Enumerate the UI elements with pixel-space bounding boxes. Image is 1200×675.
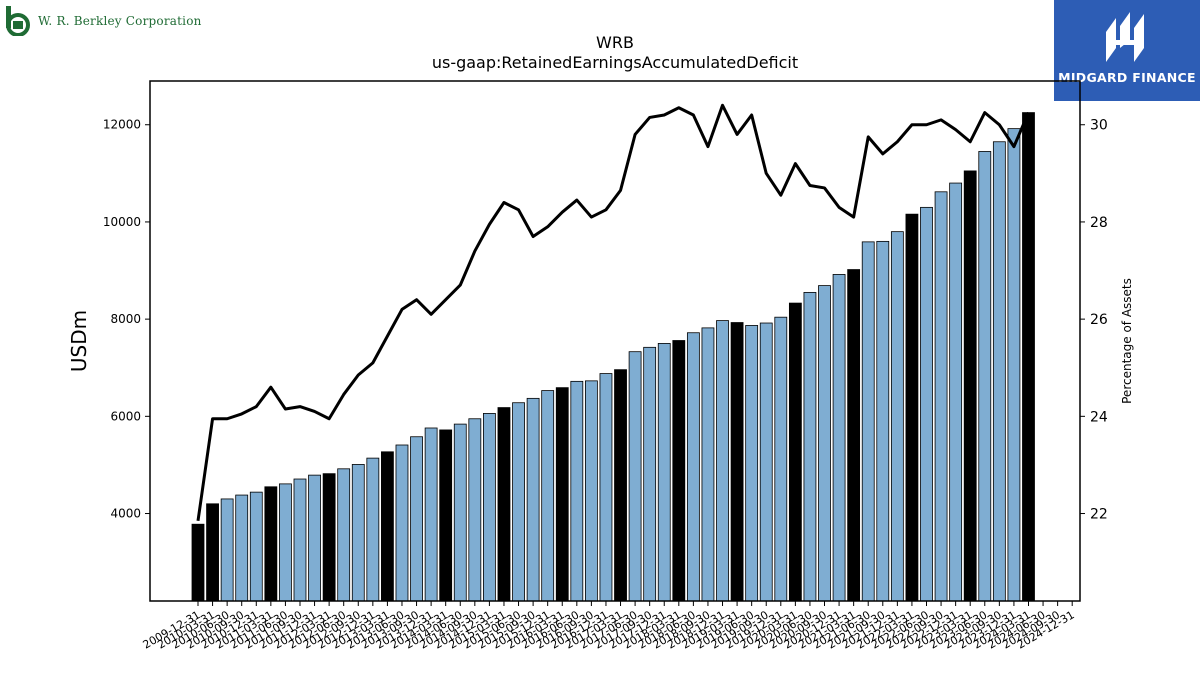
bar-2018-12-31 xyxy=(716,320,729,602)
bar-2011-06-30 xyxy=(279,483,292,602)
plot-frame xyxy=(149,80,1081,602)
bar-2018-09-30 xyxy=(701,327,715,602)
y2-tick-label: 28 xyxy=(1090,215,1108,231)
bar-2021-09-30 xyxy=(876,240,890,602)
bar-2015-09-30 xyxy=(526,397,540,602)
bar-2022-09-30 xyxy=(934,191,948,602)
bar-2010-03-31 xyxy=(206,503,219,602)
y-tick-label: 4000 xyxy=(110,507,141,521)
y-tick-label: 8000 xyxy=(110,312,141,326)
bar-2021-03-31 xyxy=(847,269,861,602)
bar-2012-09-30 xyxy=(351,464,365,602)
bar-2017-12-31 xyxy=(657,343,671,602)
bar-2023-06-30 xyxy=(978,151,992,602)
bar-2015-12-31 xyxy=(541,390,555,602)
bar-2024-03-31 xyxy=(1022,112,1035,602)
bar-2018-06-30 xyxy=(686,332,700,602)
y2-tick-label: 30 xyxy=(1090,118,1108,134)
bar-2012-12-31 xyxy=(366,457,380,602)
bar-2011-09-30 xyxy=(293,478,307,602)
bar-2016-12-31 xyxy=(599,373,613,602)
bar-2023-09-30 xyxy=(992,141,1006,602)
bar-2015-03-31 xyxy=(497,407,511,602)
bar-2016-09-30 xyxy=(584,380,598,602)
pct-assets-line xyxy=(196,103,1030,522)
y2-tick-label: 26 xyxy=(1090,312,1108,328)
bar-2011-03-31 xyxy=(264,486,278,602)
bar-2016-03-31 xyxy=(555,387,569,602)
line-series xyxy=(196,103,1030,522)
bar-2016-06-30 xyxy=(570,380,584,602)
bar-2010-06-30 xyxy=(220,498,234,602)
bar-2013-03-31 xyxy=(381,451,394,602)
chart-subtitle: us-gaap:RetainedEarningsAccumulatedDefic… xyxy=(432,53,798,72)
chart-title: WRB xyxy=(596,33,634,52)
bar-2017-03-31 xyxy=(614,369,627,602)
bar-2015-06-30 xyxy=(512,402,525,602)
company-name: W. R. Berkley Corporation xyxy=(38,14,202,28)
bar-2022-12-31 xyxy=(949,182,963,602)
bar-2018-03-31 xyxy=(672,340,686,602)
y2-axis-label: Percentage of Assets xyxy=(1120,278,1134,404)
bar-2023-12-31 xyxy=(1007,128,1021,602)
bar-2009-12-31 xyxy=(191,523,205,602)
bar-2010-12-31 xyxy=(249,491,263,602)
bar-2014-12-31 xyxy=(482,413,496,602)
midgard-emblem-icon xyxy=(1106,12,1144,62)
bar-2022-03-31 xyxy=(905,213,919,602)
bar-series xyxy=(191,112,1035,602)
bar-2012-03-31 xyxy=(322,473,336,602)
y2-tick-label: 24 xyxy=(1090,409,1108,425)
bar-2020-09-30 xyxy=(818,285,831,602)
bar-2021-12-31 xyxy=(890,231,904,602)
bar-2023-03-31 xyxy=(963,170,977,602)
y2-tick-label: 22 xyxy=(1090,507,1108,523)
brand-name: MIDGARD FINANCE xyxy=(1058,70,1196,85)
berkley-emblem-icon xyxy=(6,6,30,36)
wrb-logo: W. R. Berkley Corporation xyxy=(4,4,202,38)
bar-2019-12-31 xyxy=(774,316,788,602)
bar-2022-06-30 xyxy=(920,206,933,602)
bar-2011-12-31 xyxy=(308,474,321,602)
bar-2010-09-30 xyxy=(235,494,249,602)
bar-2020-12-31 xyxy=(832,274,846,602)
axes: 400060008000100001200022242628302009-12-… xyxy=(103,80,1108,652)
bar-2013-09-30 xyxy=(410,436,423,602)
bar-2012-06-30 xyxy=(337,468,351,602)
bar-2014-09-30 xyxy=(468,418,482,602)
bar-2014-06-30 xyxy=(453,423,467,602)
y-tick-label: 10000 xyxy=(103,215,141,229)
bar-2017-06-30 xyxy=(628,351,642,602)
y-tick-label: 12000 xyxy=(103,118,141,132)
midgard-logo: MIDGARD FINANCE xyxy=(1054,0,1200,101)
bar-2020-06-30 xyxy=(803,291,817,602)
bar-2019-09-30 xyxy=(759,322,773,602)
y-tick-label: 6000 xyxy=(110,409,141,423)
bar-2019-03-31 xyxy=(730,322,744,602)
y-axis-label: USDm xyxy=(67,310,91,372)
bar-2013-12-31 xyxy=(424,427,438,602)
bar-2019-06-30 xyxy=(745,325,759,602)
bar-2013-06-30 xyxy=(395,444,409,602)
bar-2021-06-30 xyxy=(861,241,875,602)
bar-2014-03-31 xyxy=(439,429,453,602)
bar-2017-09-30 xyxy=(643,346,657,602)
bar-2020-03-31 xyxy=(788,302,802,602)
